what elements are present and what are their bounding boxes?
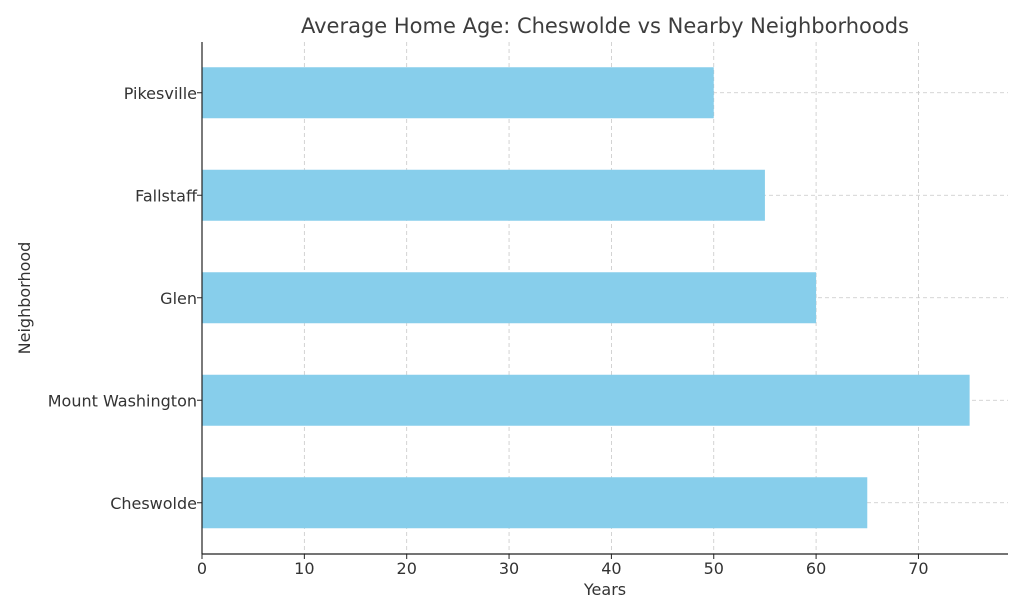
y-tick-label: Glen [160,289,197,308]
x-ticks: 0 10 20 30 40 50 60 70 [197,554,929,578]
bars [202,67,970,529]
x-tick-label: 40 [601,559,621,578]
x-tick-label: 20 [397,559,417,578]
x-tick-label: 60 [806,559,826,578]
bar [202,67,714,119]
x-tick-label: 10 [294,559,314,578]
chart-title: Average Home Age: Cheswolde vs Nearby Ne… [301,14,909,38]
y-tick-label: Cheswolde [110,494,197,513]
bar [202,374,970,426]
bar [202,169,765,221]
x-tick-label: 70 [908,559,928,578]
bar [202,477,868,529]
y-tick-label: Pikesville [124,84,197,103]
x-tick-label: 0 [197,559,207,578]
y-tick-label: Fallstaff [135,186,198,205]
y-axis-label: Neighborhood [15,242,34,355]
x-tick-label: 50 [704,559,724,578]
bar [202,272,817,324]
x-axis-label: Years [583,580,626,599]
y-ticks: Cheswolde Mount Washington Glen Fallstaff Pi… [48,84,202,513]
y-tick-label: Mount Washington [48,391,197,410]
x-tick-label: 30 [499,559,519,578]
